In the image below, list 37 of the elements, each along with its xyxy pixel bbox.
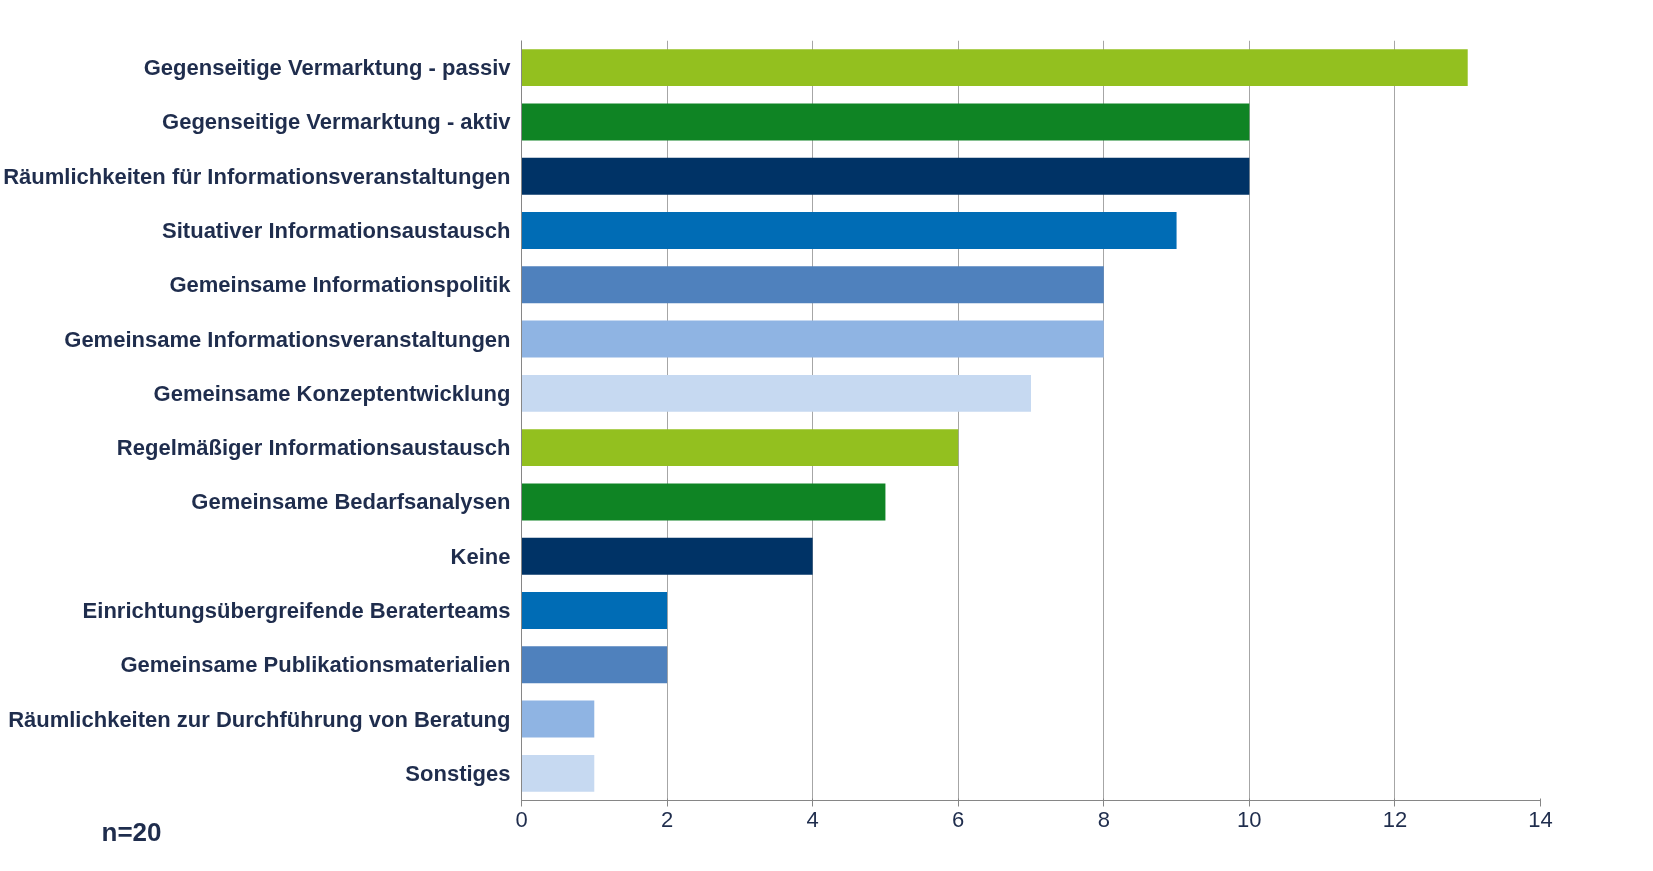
bar: [521, 537, 813, 575]
bar: [521, 700, 595, 738]
y-tick-label: Gemeinsame Bedarfsanalysen: [191, 489, 511, 515]
y-tick-label: Situativer Informationsaustausch: [162, 218, 511, 243]
bar: [521, 212, 1177, 249]
y-tick-label: Keine: [450, 543, 511, 569]
x-tick-label: 4: [806, 806, 819, 832]
x-tick-label: 12: [1382, 806, 1408, 832]
y-tick-label: Räumlichkeiten zur Durchführung von Beratung: [8, 706, 511, 732]
bar: [521, 157, 1250, 195]
y-tick-label: Regelmäßiger Informationsaustausch: [116, 435, 511, 461]
y-tick-label: Gemeinsame Konzeptentwicklung: [153, 380, 511, 406]
bar: [521, 483, 886, 521]
y-tick-label: Gegenseitige Vermarktung - passiv: [143, 55, 512, 81]
bar: [521, 592, 668, 629]
bar: [521, 266, 1104, 304]
y-tick-label: Gemeinsame Informationsveranstaltungen: [64, 326, 511, 352]
bar: [521, 49, 1468, 87]
x-tick-label: 10: [1237, 806, 1262, 832]
y-tick-label: Räumlichkeiten für Informationsveranstaltungen: [3, 163, 511, 189]
x-tick-label: 8: [1097, 806, 1110, 832]
bar: [521, 754, 595, 792]
x-tick-label: 0: [515, 806, 528, 832]
bar: [521, 429, 959, 467]
y-tick-label: Sonstiges: [405, 760, 511, 786]
bar: [521, 646, 668, 684]
x-tick-label: 14: [1528, 806, 1553, 832]
y-tick-label: Einrichtungsübergreifende Beraterteams: [82, 598, 511, 623]
y-tick-label: Gemeinsame Informationspolitik: [169, 272, 512, 298]
x-tick-label: 2: [660, 806, 674, 832]
bar: [521, 103, 1250, 141]
bar: [521, 374, 1031, 412]
text: n=20: [101, 816, 162, 847]
y-tick-label: Gemeinsame Publikationsmaterialien: [120, 652, 511, 678]
x-tick-label: 6: [952, 806, 965, 832]
y-tick-label: Gegenseitige Vermarktung - aktiv: [162, 109, 512, 135]
bar: [521, 320, 1104, 358]
